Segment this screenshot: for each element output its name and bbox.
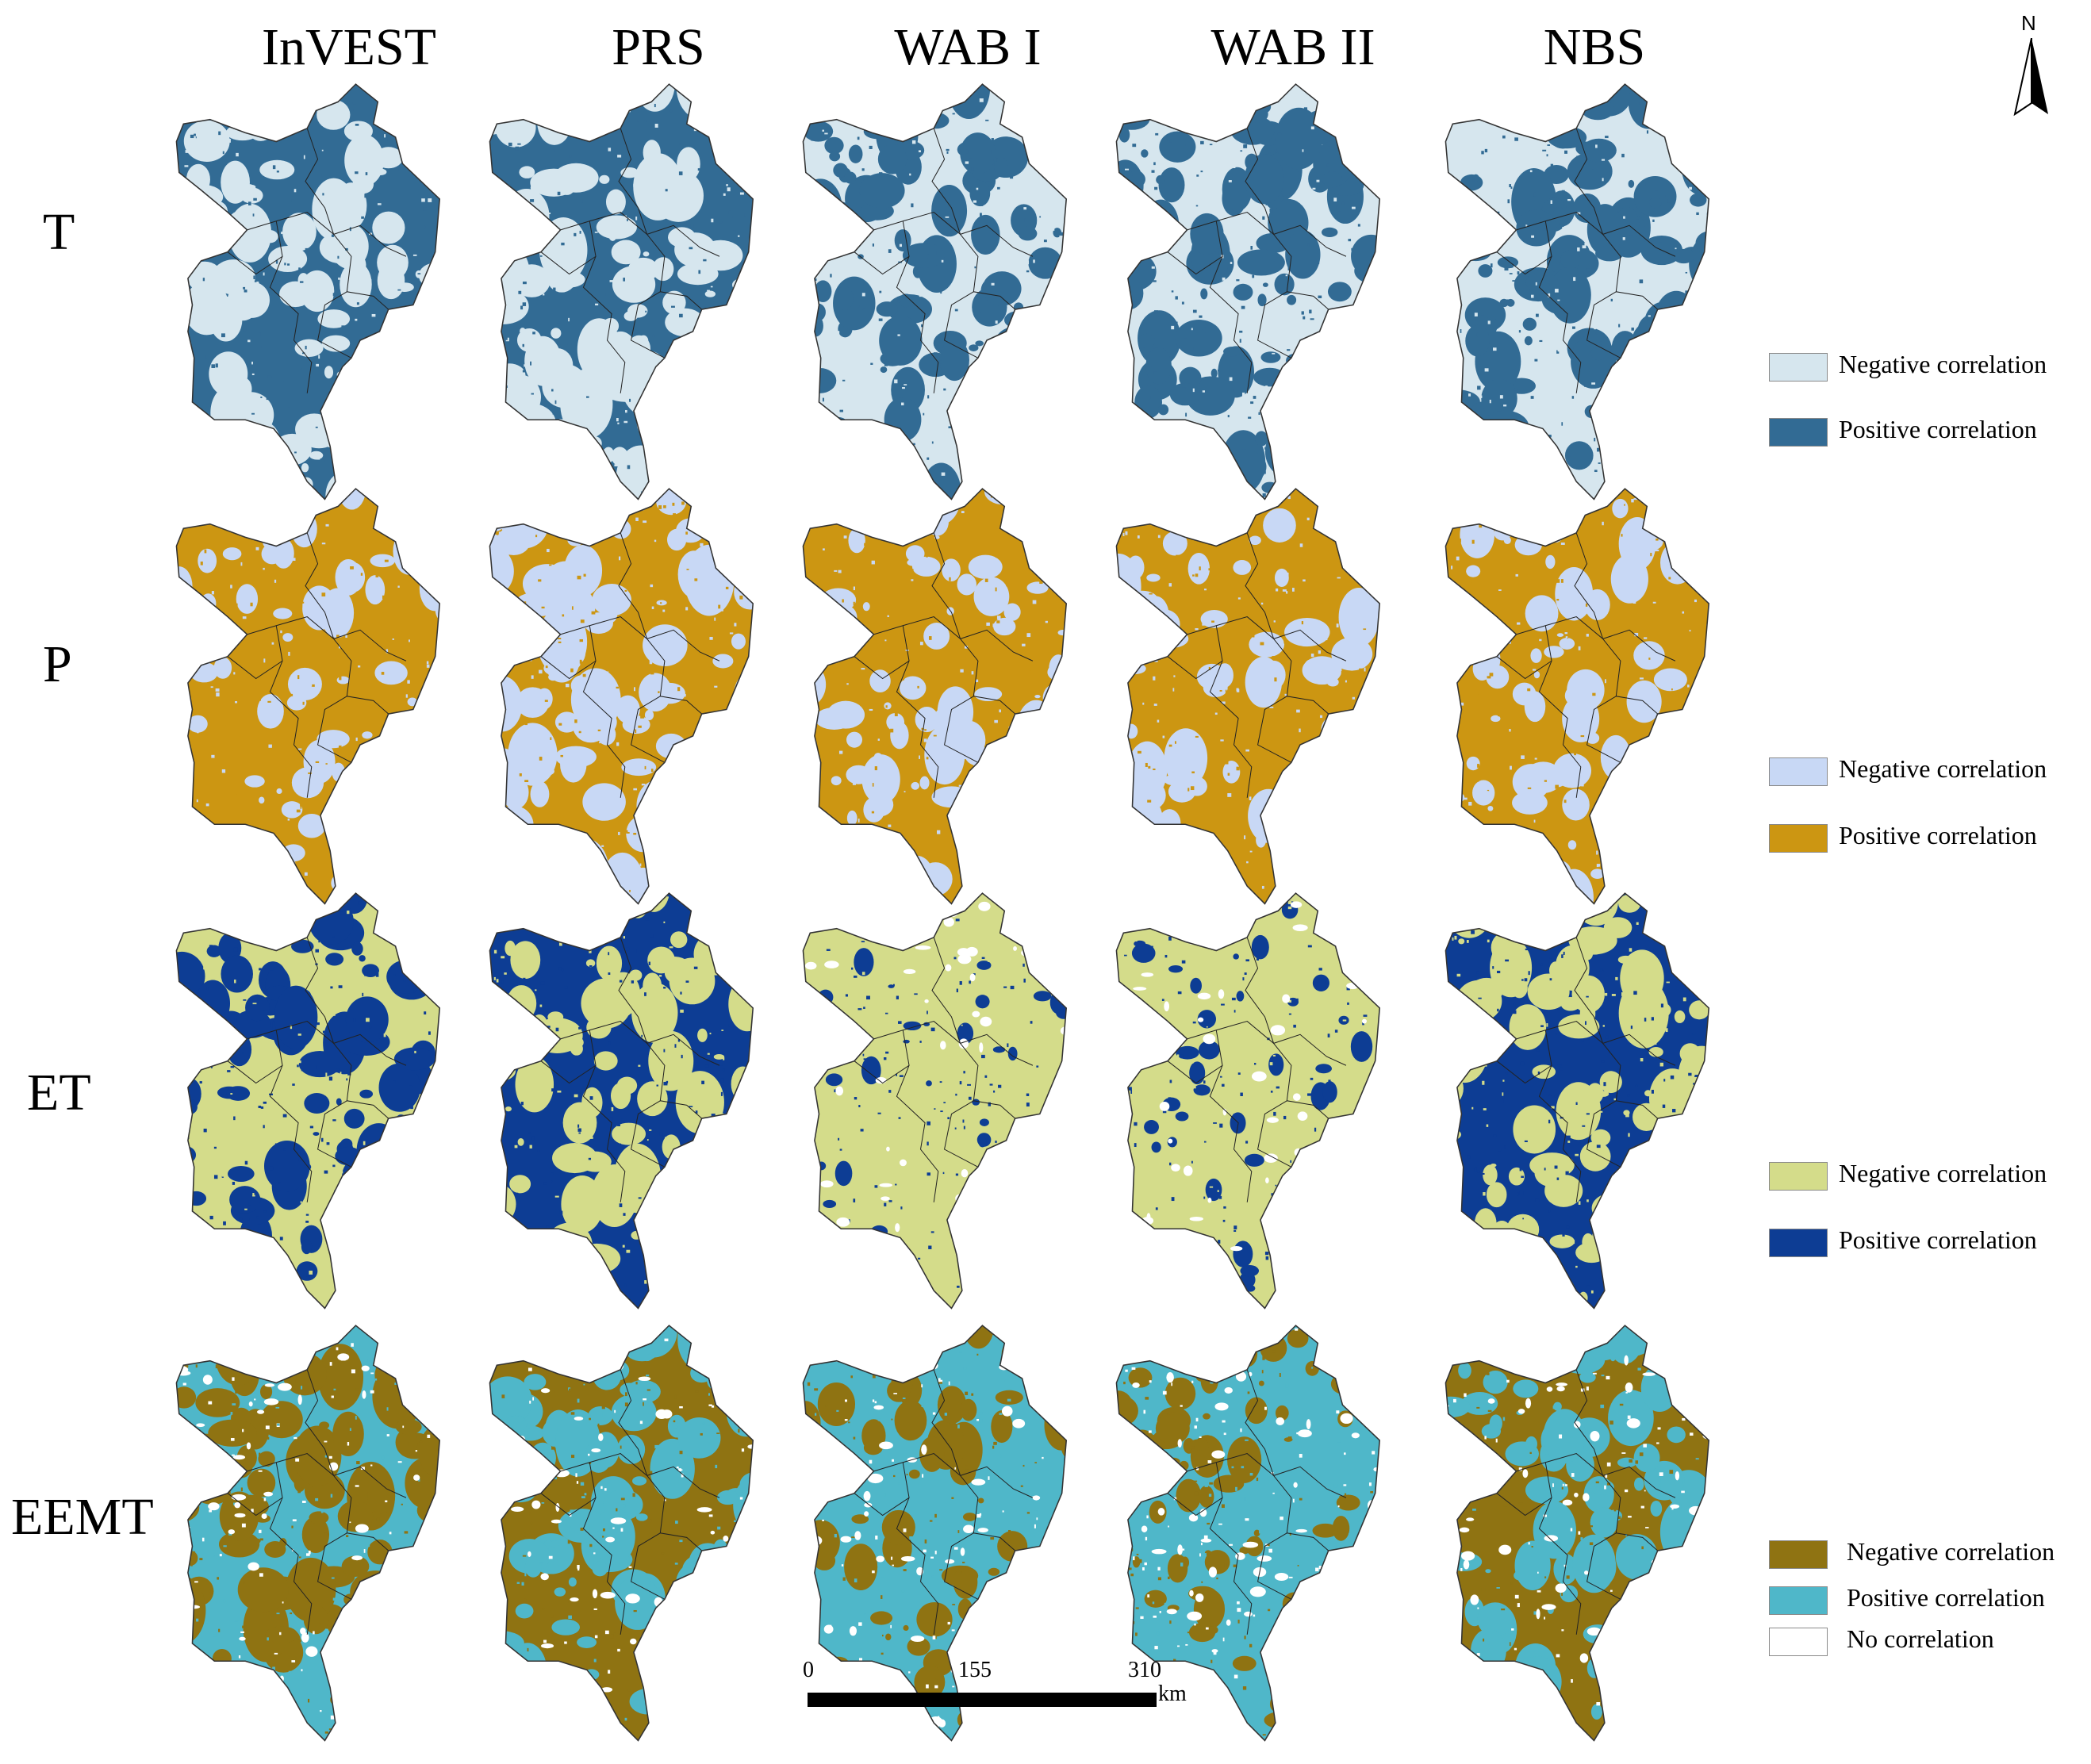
map-t-nbs xyxy=(1436,75,1721,504)
column-title-wab1: WAB I xyxy=(894,18,1042,76)
legend-label: Positive correlation xyxy=(1839,821,2037,849)
map-p-wabi xyxy=(793,480,1079,908)
legend-swatch-positive xyxy=(1769,418,1828,447)
legend-swatch-none xyxy=(1769,1628,1828,1656)
map-eemt-invest xyxy=(167,1317,452,1745)
scale-label-0: 0 xyxy=(803,1658,814,1682)
scale-bar-line xyxy=(808,1693,1157,1707)
map-et-nbs xyxy=(1436,884,1721,1313)
column-title-invest: InVEST xyxy=(262,18,436,76)
legend-label: Negative correlation xyxy=(1839,754,2047,783)
legend-swatch-positive xyxy=(1769,1229,1828,1257)
legend-label: Negative correlation xyxy=(1839,350,2047,378)
row-label-et: ET xyxy=(27,1064,91,1122)
map-et-prs xyxy=(480,884,765,1313)
map-eemt-wabi xyxy=(793,1317,1079,1745)
map-p-nbs xyxy=(1436,480,1721,908)
map-p-prs xyxy=(480,480,765,908)
north-arrow-icon xyxy=(2013,38,2048,117)
legend-label: Negative correlation xyxy=(1839,1159,2047,1187)
map-eemt-nbs xyxy=(1436,1317,1721,1745)
scale-label-310: 310 xyxy=(1128,1658,1161,1682)
row-label-p: P xyxy=(43,635,72,693)
legend-swatch-negative xyxy=(1769,353,1828,382)
legend-label: Positive correlation xyxy=(1847,1583,2045,1612)
map-t-prs xyxy=(480,75,765,504)
column-title-wab2: WAB II xyxy=(1210,18,1375,76)
column-title-nbs: NBS xyxy=(1543,18,1646,76)
map-eemt-wabii xyxy=(1107,1317,1392,1745)
legend-swatch-positive xyxy=(1769,824,1828,853)
map-et-wabi xyxy=(793,884,1079,1313)
legend-swatch-negative xyxy=(1769,1162,1828,1191)
legend-label: No correlation xyxy=(1847,1624,1994,1653)
legend-label: Positive correlation xyxy=(1839,1225,2037,1254)
legend-swatch-negative xyxy=(1769,757,1828,786)
map-et-invest xyxy=(167,884,452,1313)
legend-swatch-positive xyxy=(1769,1586,1828,1615)
row-label-t: T xyxy=(43,203,75,261)
column-title-prs: PRS xyxy=(612,18,705,76)
map-et-wabii xyxy=(1107,884,1392,1313)
legend-swatch-negative xyxy=(1769,1540,1828,1569)
map-t-wabii xyxy=(1107,75,1392,504)
map-p-invest xyxy=(167,480,452,908)
map-p-wabii xyxy=(1107,480,1392,908)
legend-label: Negative correlation xyxy=(1847,1537,2055,1566)
map-t-invest xyxy=(167,75,452,504)
legend-label: Positive correlation xyxy=(1839,415,2037,443)
scale-unit: km xyxy=(1158,1682,1187,1706)
north-arrow: N xyxy=(2012,11,2051,117)
map-eemt-prs xyxy=(480,1317,765,1745)
scale-label-155: 155 xyxy=(958,1658,992,1682)
map-t-wabi xyxy=(793,75,1079,504)
scale-bar: 0 155 310 km xyxy=(803,1658,1188,1745)
north-label: N xyxy=(2021,11,2036,35)
row-label-eemt: EEMT xyxy=(11,1488,154,1546)
